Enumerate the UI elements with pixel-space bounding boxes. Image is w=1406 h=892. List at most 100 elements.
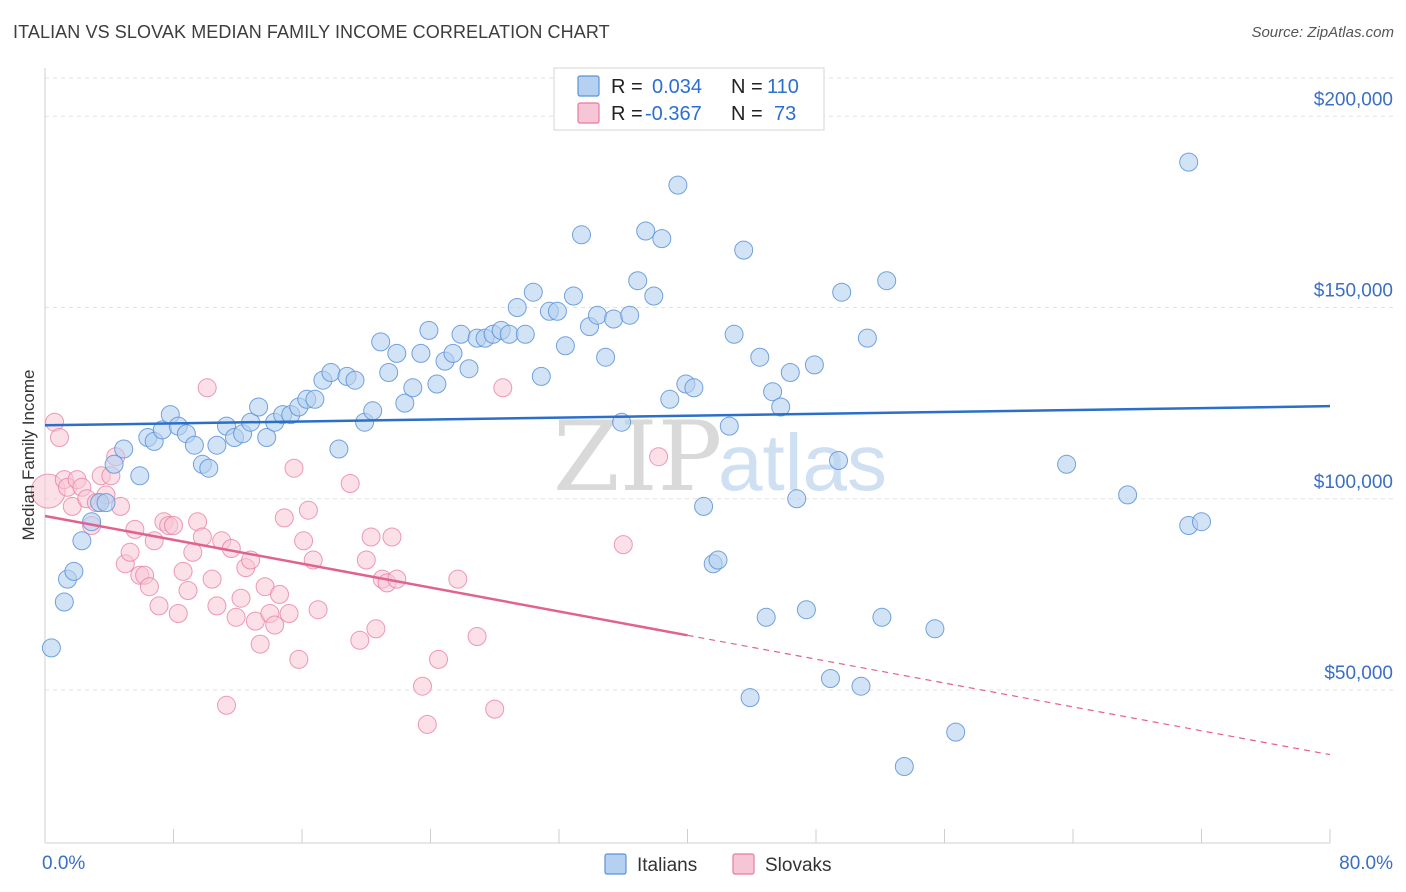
italians-point <box>207 435 227 455</box>
legend-swatch-slovaks <box>577 102 600 124</box>
italians-point <box>411 343 431 363</box>
italians-point <box>249 397 269 417</box>
y-tick-label: $100,000 <box>1314 472 1393 493</box>
italians-point <box>877 271 897 291</box>
italians-point <box>459 359 479 379</box>
slovaks-point <box>308 600 328 620</box>
italians-point <box>644 286 664 306</box>
italians-point <box>96 493 116 513</box>
italians-point <box>857 328 877 348</box>
italians-point <box>379 363 399 382</box>
italians-point <box>130 466 150 486</box>
italians-point <box>628 271 648 291</box>
italians-point <box>668 175 688 195</box>
bottom-legend-slovaks: Slovaks <box>765 855 832 876</box>
italians-point <box>740 688 760 708</box>
italians-trend-line <box>44 404 1331 427</box>
italians-point <box>257 428 277 447</box>
italians-point <box>821 669 840 688</box>
italians-point <box>1118 485 1138 505</box>
legend-r-value-1: 0.034 <box>652 76 702 98</box>
italians-point <box>588 305 607 325</box>
italians-point <box>499 324 519 344</box>
slovaks-point <box>50 428 69 447</box>
italians-point <box>596 347 616 367</box>
italians-point <box>443 343 463 363</box>
slovaks-point <box>274 508 294 528</box>
slovaks-point <box>120 542 140 562</box>
y-tick-labels: $50,000 $100,000 $150,000 $200,000 <box>1314 89 1393 684</box>
italians-point <box>734 240 754 260</box>
trend-lines <box>44 404 1331 756</box>
italians-point <box>371 332 391 352</box>
italians-point <box>427 374 447 394</box>
italians-point <box>684 378 704 398</box>
italians-point <box>572 225 591 245</box>
italians-point <box>872 607 892 627</box>
italians-point <box>114 439 134 459</box>
italians-point <box>64 561 84 581</box>
slovaks-point <box>226 607 246 627</box>
italians-point <box>724 324 744 344</box>
italians-point <box>832 282 852 302</box>
slovaks-point <box>207 596 227 616</box>
slovaks-point <box>178 581 198 600</box>
italians-point <box>82 512 102 532</box>
slovaks-points <box>30 378 669 734</box>
legend-n-value-2: 73 <box>774 103 796 125</box>
y-tick-label: $150,000 <box>1314 281 1393 302</box>
italians-point <box>946 722 966 742</box>
italians-point <box>395 393 415 413</box>
italians-point <box>894 757 914 776</box>
italians-point <box>708 550 728 570</box>
slovaks-point <box>231 588 251 608</box>
italians-point <box>564 286 583 306</box>
italians-point <box>305 389 325 409</box>
italians-point <box>41 638 61 658</box>
slovaks-point <box>356 550 376 570</box>
italians-point <box>555 336 575 356</box>
slovaks-point <box>125 519 145 539</box>
slovaks-point <box>279 604 299 623</box>
x-tick-label-max: 80.0% <box>1339 853 1393 874</box>
legend-n-value-1: 110 <box>767 76 799 98</box>
slovaks-point <box>613 535 633 555</box>
italians-point <box>54 592 74 612</box>
slovaks-point <box>493 378 513 398</box>
bottom-swatch-slovaks <box>732 853 755 875</box>
italians-point <box>345 370 365 390</box>
italians-point <box>1057 454 1077 474</box>
slovaks-point <box>485 699 505 719</box>
slovaks-point <box>173 561 193 581</box>
italians-point <box>763 382 783 402</box>
slovaks-trend-line <box>44 514 688 637</box>
italians-point <box>363 401 383 421</box>
italians-point <box>1179 152 1199 172</box>
y-tick-label: $50,000 <box>1324 663 1393 684</box>
italians-point <box>419 320 439 340</box>
slovaks-point <box>217 695 236 715</box>
slovaks-trend-extension <box>687 634 1331 756</box>
italians-point <box>829 451 848 470</box>
slovaks-point <box>164 516 183 535</box>
italians-point <box>787 489 807 509</box>
italians-point <box>523 282 543 302</box>
slovaks-point <box>183 542 203 562</box>
y-axis-label: Median Family Income <box>19 369 38 540</box>
slovaks-point <box>467 627 487 646</box>
slovaks-point <box>168 604 188 623</box>
legend-swatch-italians <box>577 75 600 97</box>
slovaks-point <box>649 447 669 467</box>
legend-r-label-1: R = <box>611 76 643 98</box>
italians-point <box>507 298 527 317</box>
source-credit: Source: ZipAtlas.com <box>1251 24 1394 41</box>
italians-point <box>660 389 680 409</box>
italians-point <box>804 355 824 375</box>
italians-point <box>1192 512 1211 532</box>
slovaks-point <box>413 676 432 696</box>
slovaks-point <box>340 474 360 493</box>
italians-point <box>184 435 204 455</box>
italians-point <box>780 363 800 382</box>
slovaks-point <box>382 527 402 547</box>
axes <box>44 68 1331 844</box>
